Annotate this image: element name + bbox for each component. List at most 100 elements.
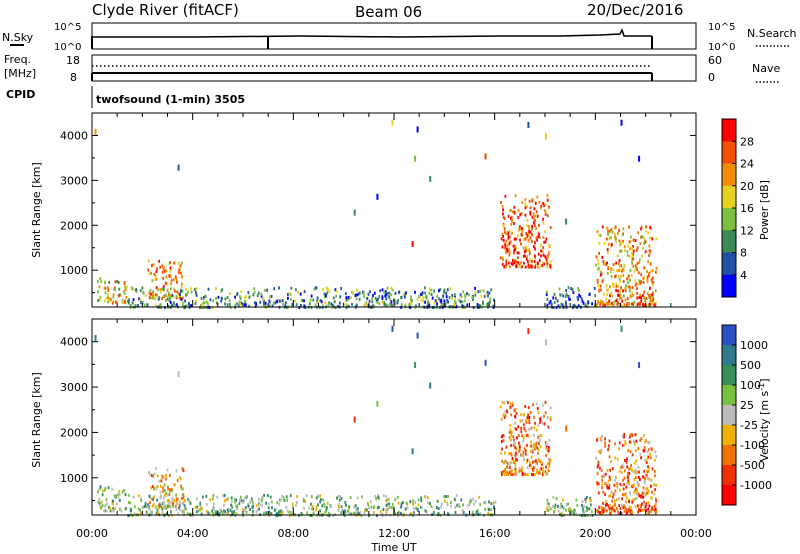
velocity-echo-cell [460, 498, 463, 502]
velocity-echo-cell [155, 486, 158, 489]
velocity-echo-cell [178, 476, 181, 480]
power-echo-cell [548, 244, 550, 247]
velocity-echo-cell [319, 494, 322, 498]
power-echo-cell [383, 303, 386, 306]
power-echo-cell [446, 298, 449, 302]
velocity-echo-cell [527, 406, 530, 409]
velocity-echo-cell [223, 509, 225, 513]
power-echo-cell [163, 266, 165, 270]
velocity-echo-cell [504, 451, 506, 455]
power-echo-cell [118, 293, 121, 297]
power-echo-cell [620, 294, 623, 298]
power-echo-cell [347, 304, 350, 308]
power-echo-cell [350, 296, 352, 300]
power-echo-cell [619, 280, 621, 283]
velocity-echo-cell [504, 459, 507, 463]
velocity-echo-cell [114, 496, 117, 500]
power-echo-cell [502, 208, 504, 212]
power-echo-cell [622, 280, 625, 283]
power-echo-cell [510, 223, 513, 226]
power-echo-cell [503, 242, 506, 246]
power-echo-cell [153, 272, 156, 276]
power-echo-cell [206, 302, 209, 306]
velocity-echo-cell [619, 488, 621, 492]
power-echo-cell [508, 261, 510, 265]
velocity-echo-cell [528, 416, 531, 419]
velocity-echo-cell [302, 497, 305, 501]
power-echo-cell [371, 300, 374, 304]
power-echo-cell [633, 300, 636, 304]
freq-label: Freq. [4, 53, 31, 66]
velocity-echo-cell [621, 484, 623, 488]
power-echo-cell [572, 291, 575, 295]
velocity-echo-cell [311, 514, 313, 518]
velocity-echo-cell [211, 509, 214, 513]
power-echo-cell [606, 261, 608, 265]
power-echo-cell [549, 265, 552, 269]
power-echo-cell [546, 265, 549, 269]
power-echo-cell [545, 257, 548, 261]
power-echo-cell [545, 290, 548, 294]
power-echo-cell [631, 246, 634, 250]
velocity-echo-cell [278, 510, 280, 514]
power-echo-cell [194, 302, 197, 305]
velocity-echo-cell [151, 510, 153, 514]
velocity-echo-cell [223, 493, 226, 497]
velocity-echo-cell [502, 438, 505, 442]
velocity-y-tick-label: 3000 [60, 381, 88, 394]
power-echo-cell [326, 291, 329, 295]
power-echo-cell [501, 245, 504, 249]
velocity-echo-cell [246, 495, 248, 499]
velocity-echo-cell [363, 511, 366, 515]
velocity-echo-cell [105, 502, 108, 506]
power-echo-cell [648, 271, 651, 275]
velocity-echo-cell [269, 495, 272, 499]
velocity-echo-cell [500, 435, 503, 439]
power-echo-cell [240, 290, 243, 294]
power-echo-point [411, 241, 414, 247]
velocity-echo-cell [440, 505, 443, 509]
velocity-echo-cell [243, 508, 246, 512]
power-echo-cell [132, 287, 135, 291]
power-colorbar-swatch [722, 274, 736, 298]
power-echo-cell [114, 288, 116, 292]
velocity-echo-cell [583, 510, 586, 514]
velocity-echo-cell [150, 497, 153, 501]
velocity-echo-cell [522, 436, 525, 439]
power-echo-cell [559, 293, 562, 297]
power-echo-cell [204, 294, 207, 298]
velocity-echo-cell [590, 498, 592, 502]
power-echo-cell [179, 271, 182, 275]
power-echo-cell [479, 289, 482, 293]
power-echo-cell [651, 269, 654, 273]
power-echo-cell [161, 270, 164, 274]
velocity-echo-cell [462, 503, 464, 507]
velocity-echo-cell [258, 503, 261, 507]
velocity-echo-cell [606, 502, 608, 506]
power-echo-cell [649, 225, 652, 229]
power-echo-cell [615, 261, 618, 265]
power-echo-cell [605, 297, 608, 301]
velocity-echo-cell [518, 434, 520, 438]
velocity-echo-cell [651, 490, 653, 494]
velocity-echo-cell [608, 475, 611, 479]
power-echo-cell [153, 296, 156, 300]
power-echo-cell [640, 273, 643, 277]
power-echo-cell [505, 248, 508, 251]
velocity-echo-cell [238, 501, 241, 505]
power-echo-cell [172, 295, 175, 299]
power-echo-cell [327, 287, 329, 291]
velocity-colorbar-swatch [722, 385, 736, 406]
power-echo-cell [428, 291, 431, 295]
velocity-echo-cell [510, 472, 512, 476]
velocity-echo-cell [357, 512, 360, 516]
power-echo-cell [125, 285, 128, 289]
power-echo-cell [190, 290, 193, 294]
power-echo-cell [202, 301, 205, 305]
velocity-echo-cell [322, 498, 325, 502]
power-echo-cell [536, 214, 539, 218]
velocity-echo-cell [344, 508, 346, 512]
velocity-echo-cell [400, 511, 402, 515]
power-echo-cell [190, 287, 192, 291]
power-echo-cell [493, 298, 495, 302]
